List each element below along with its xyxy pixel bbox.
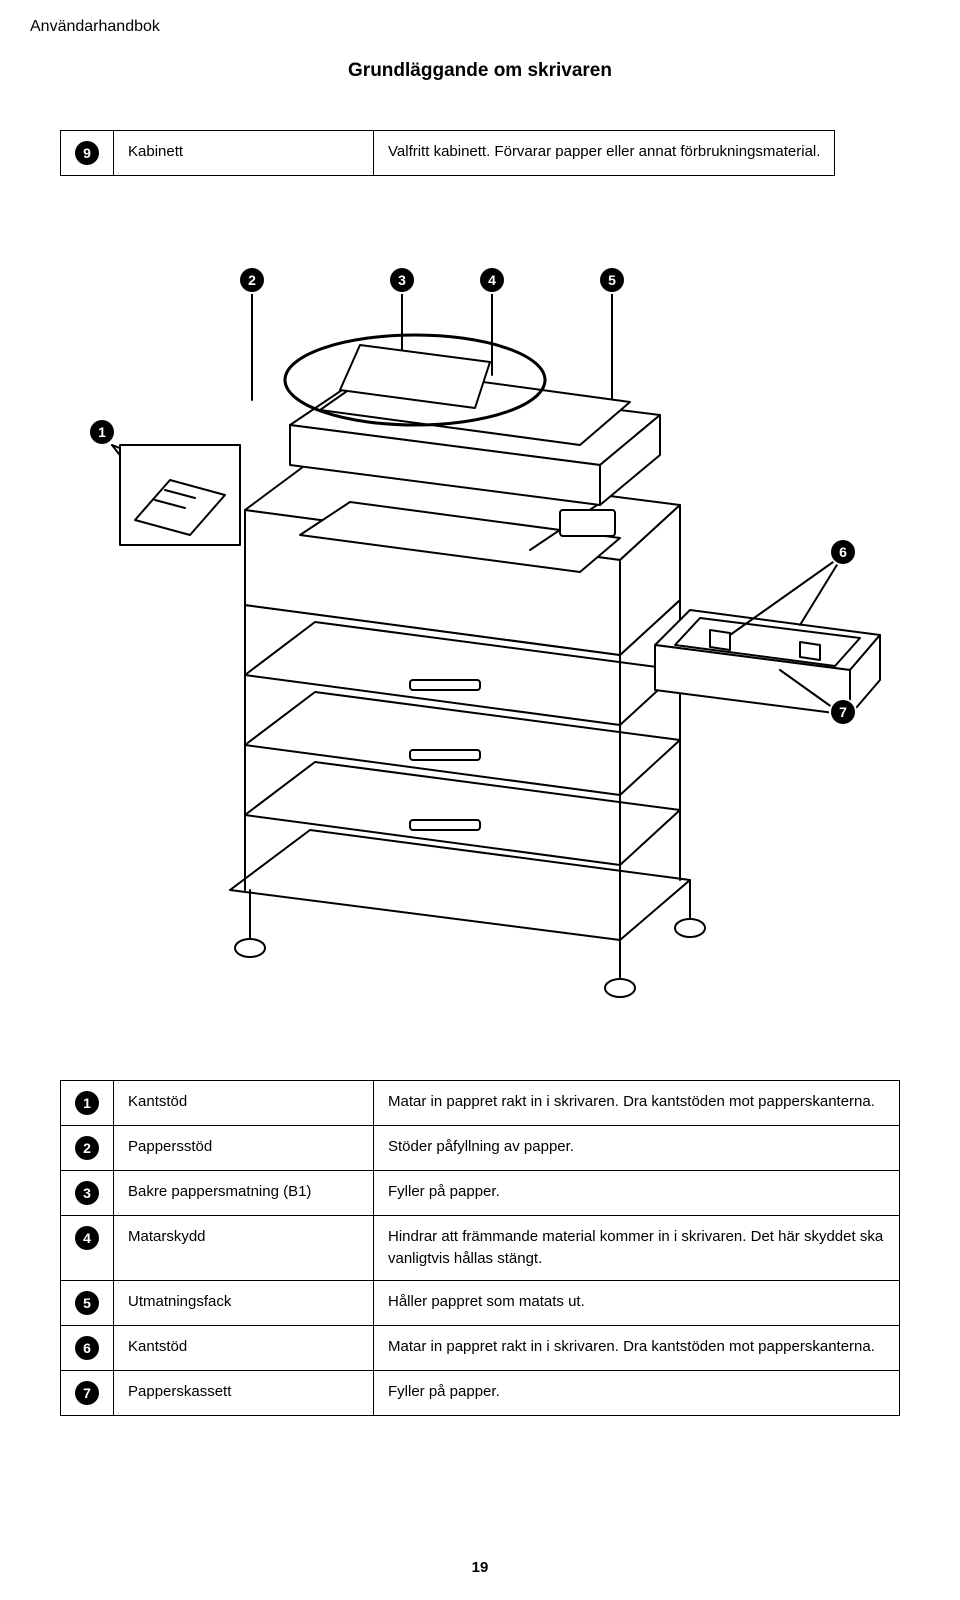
num-badge: 4: [75, 1226, 99, 1250]
part-desc: Stöder påfyllning av papper.: [374, 1126, 900, 1171]
part-desc: Hindrar att främmande material kommer in…: [374, 1216, 900, 1281]
callout-7: 7: [831, 700, 855, 724]
printer-svg: [60, 250, 900, 1030]
table-row: 2 Pappersstöd Stöder påfyllning av pappe…: [61, 1126, 900, 1171]
bottom-table: 1 Kantstöd Matar in pappret rakt in i sk…: [60, 1080, 900, 1416]
callout-6: 6: [831, 540, 855, 564]
table-row: 6 Kantstöd Matar in pappret rakt in i sk…: [61, 1325, 900, 1370]
num-badge: 5: [75, 1291, 99, 1315]
table-row: 5 Utmatningsfack Håller pappret som mata…: [61, 1280, 900, 1325]
table-row: 7 Papperskassett Fyller på papper.: [61, 1370, 900, 1415]
part-name: Kantstöd: [114, 1081, 374, 1126]
part-desc: Matar in pappret rakt in i skrivaren. Dr…: [374, 1325, 900, 1370]
page-number: 19: [0, 1559, 960, 1576]
num-badge: 7: [75, 1381, 99, 1405]
part-desc: Fyller på papper.: [374, 1370, 900, 1415]
part-name: Kantstöd: [114, 1325, 374, 1370]
num-badge: 6: [75, 1336, 99, 1360]
table-row: 3 Bakre pappersmatning (B1) Fyller på pa…: [61, 1171, 900, 1216]
num-badge: 9: [75, 141, 99, 165]
table-row: 4 Matarskydd Hindrar att främmande mater…: [61, 1216, 900, 1281]
table-row: 9 Kabinett Valfritt kabinett. Förvarar p…: [61, 131, 835, 176]
part-name: Utmatningsfack: [114, 1280, 374, 1325]
printer-diagram: 2 3 4 5 1 6 7: [60, 250, 900, 1030]
callout-1: 1: [90, 420, 114, 444]
header-left: Användarhandbok: [30, 18, 160, 36]
section-title: Grundläggande om skrivaren: [0, 60, 960, 82]
top-table: 9 Kabinett Valfritt kabinett. Förvarar p…: [60, 130, 835, 176]
part-name: Matarskydd: [114, 1216, 374, 1281]
table-row: 1 Kantstöd Matar in pappret rakt in i sk…: [61, 1081, 900, 1126]
part-name: Kabinett: [114, 131, 374, 176]
callout-3: 3: [390, 268, 414, 292]
num-badge: 2: [75, 1136, 99, 1160]
num-badge: 1: [75, 1091, 99, 1115]
part-name: Bakre pappersmatning (B1): [114, 1171, 374, 1216]
part-desc: Fyller på papper.: [374, 1171, 900, 1216]
num-badge: 3: [75, 1181, 99, 1205]
part-desc: Valfritt kabinett. Förvarar papper eller…: [374, 131, 835, 176]
part-desc: Håller pappret som matats ut.: [374, 1280, 900, 1325]
callout-4: 4: [480, 268, 504, 292]
part-desc: Matar in pappret rakt in i skrivaren. Dr…: [374, 1081, 900, 1126]
part-name: Papperskassett: [114, 1370, 374, 1415]
callout-5: 5: [600, 268, 624, 292]
part-name: Pappersstöd: [114, 1126, 374, 1171]
callout-2: 2: [240, 268, 264, 292]
